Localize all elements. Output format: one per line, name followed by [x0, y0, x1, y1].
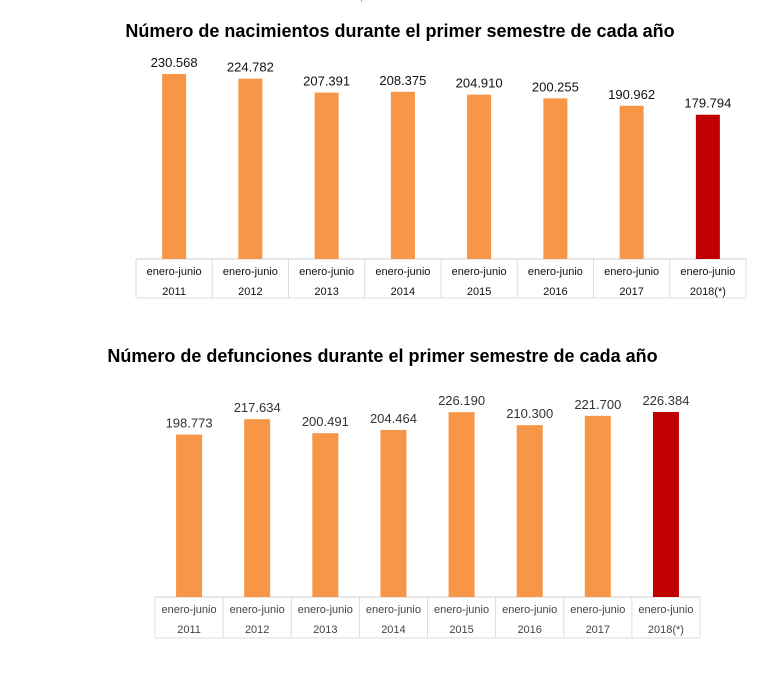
births-tick-year: 2013: [314, 286, 338, 298]
deaths-value-label: 221.700: [574, 397, 621, 412]
births-bar-2012: [238, 78, 263, 260]
births-tick-period: enero-junio: [680, 266, 735, 278]
deaths-tick-period: enero-junio: [570, 604, 625, 616]
births-tick-period: enero-junio: [299, 266, 354, 278]
deaths-tick-period: enero-junio: [298, 604, 353, 616]
births-value-label: 230.568: [151, 55, 198, 70]
births-bar-2018(*): [695, 114, 720, 259]
deaths-tick-year: 2014: [381, 624, 405, 636]
births-tick-year: 2017: [619, 286, 643, 298]
deaths-bar-2011: [176, 434, 203, 597]
births-bar-2015: [467, 94, 492, 259]
births-bar-2013: [314, 92, 339, 260]
births-tick-year: 2016: [543, 286, 567, 298]
deaths-tick-year: 2018(*): [648, 624, 684, 636]
births-tick-period: enero-junio: [223, 266, 278, 278]
births-tick-period: enero-junio: [452, 266, 507, 278]
births-value-label: 200.255: [532, 79, 579, 94]
births-chart-title: Número de nacimientos durante el primer …: [125, 21, 675, 41]
births-tick-period: enero-junio: [375, 266, 430, 278]
deaths-tick-period: enero-junio: [366, 604, 421, 616]
deaths-tick-year: 2017: [586, 624, 610, 636]
deaths-tick-period: enero-junio: [230, 604, 285, 616]
deaths-bar-2013: [312, 433, 339, 597]
deaths-bar-2016: [516, 425, 543, 597]
deaths-tick-year: 2013: [313, 624, 337, 636]
births-value-label: 208.375: [379, 73, 426, 88]
deaths-bar-2018(*): [652, 412, 679, 597]
deaths-value-label: 200.491: [302, 414, 349, 429]
deaths-tick-period: enero-junio: [502, 604, 557, 616]
births-tick-year: 2014: [391, 286, 415, 298]
births-tick-year: 2011: [162, 286, 186, 298]
deaths-tick-year: 2015: [449, 624, 473, 636]
deaths-tick-period: enero-junio: [638, 604, 693, 616]
deaths-value-label: 204.464: [370, 411, 417, 426]
births-value-label: 179.794: [684, 96, 731, 111]
top-edge-mark: [361, 0, 362, 2]
deaths-bar-2017: [584, 415, 611, 597]
births-value-label: 207.391: [303, 74, 350, 89]
deaths-value-label: 226.384: [642, 393, 689, 408]
births-value-label: 224.782: [227, 60, 274, 75]
births-value-label: 204.910: [456, 76, 503, 91]
deaths-tick-year: 2016: [517, 624, 541, 636]
deaths-tick-year: 2012: [245, 624, 269, 636]
births-bar-2016: [543, 98, 568, 259]
births-bar-chart: 230.568 enero-junio 2011 224.782 enero-junio…: [135, 55, 747, 299]
births-bar-2011: [162, 74, 187, 259]
deaths-value-label: 198.773: [166, 416, 213, 431]
births-tick-period: enero-junio: [528, 266, 583, 278]
deaths-bar-2015: [448, 412, 475, 597]
births-bar-2017: [619, 105, 644, 259]
deaths-tick-period: enero-junio: [434, 604, 489, 616]
deaths-chart-title: Número de defunciones durante el primer …: [107, 346, 658, 366]
deaths-value-label: 226.190: [438, 393, 485, 408]
deaths-bar-2012: [244, 419, 271, 597]
deaths-value-label: 217.634: [234, 400, 281, 415]
deaths-tick-period: enero-junio: [162, 604, 217, 616]
births-tick-year: 2015: [467, 286, 491, 298]
births-value-label: 190.962: [608, 87, 655, 102]
births-bar-2014: [390, 91, 415, 259]
births-tick-period: enero-junio: [147, 266, 202, 278]
births-tick-period: enero-junio: [604, 266, 659, 278]
births-tick-year: 2012: [238, 286, 262, 298]
births-tick-year: 2018(*): [690, 286, 726, 298]
deaths-bar-2014: [380, 429, 407, 597]
deaths-value-label: 210.300: [506, 406, 553, 421]
deaths-tick-year: 2011: [177, 624, 201, 636]
